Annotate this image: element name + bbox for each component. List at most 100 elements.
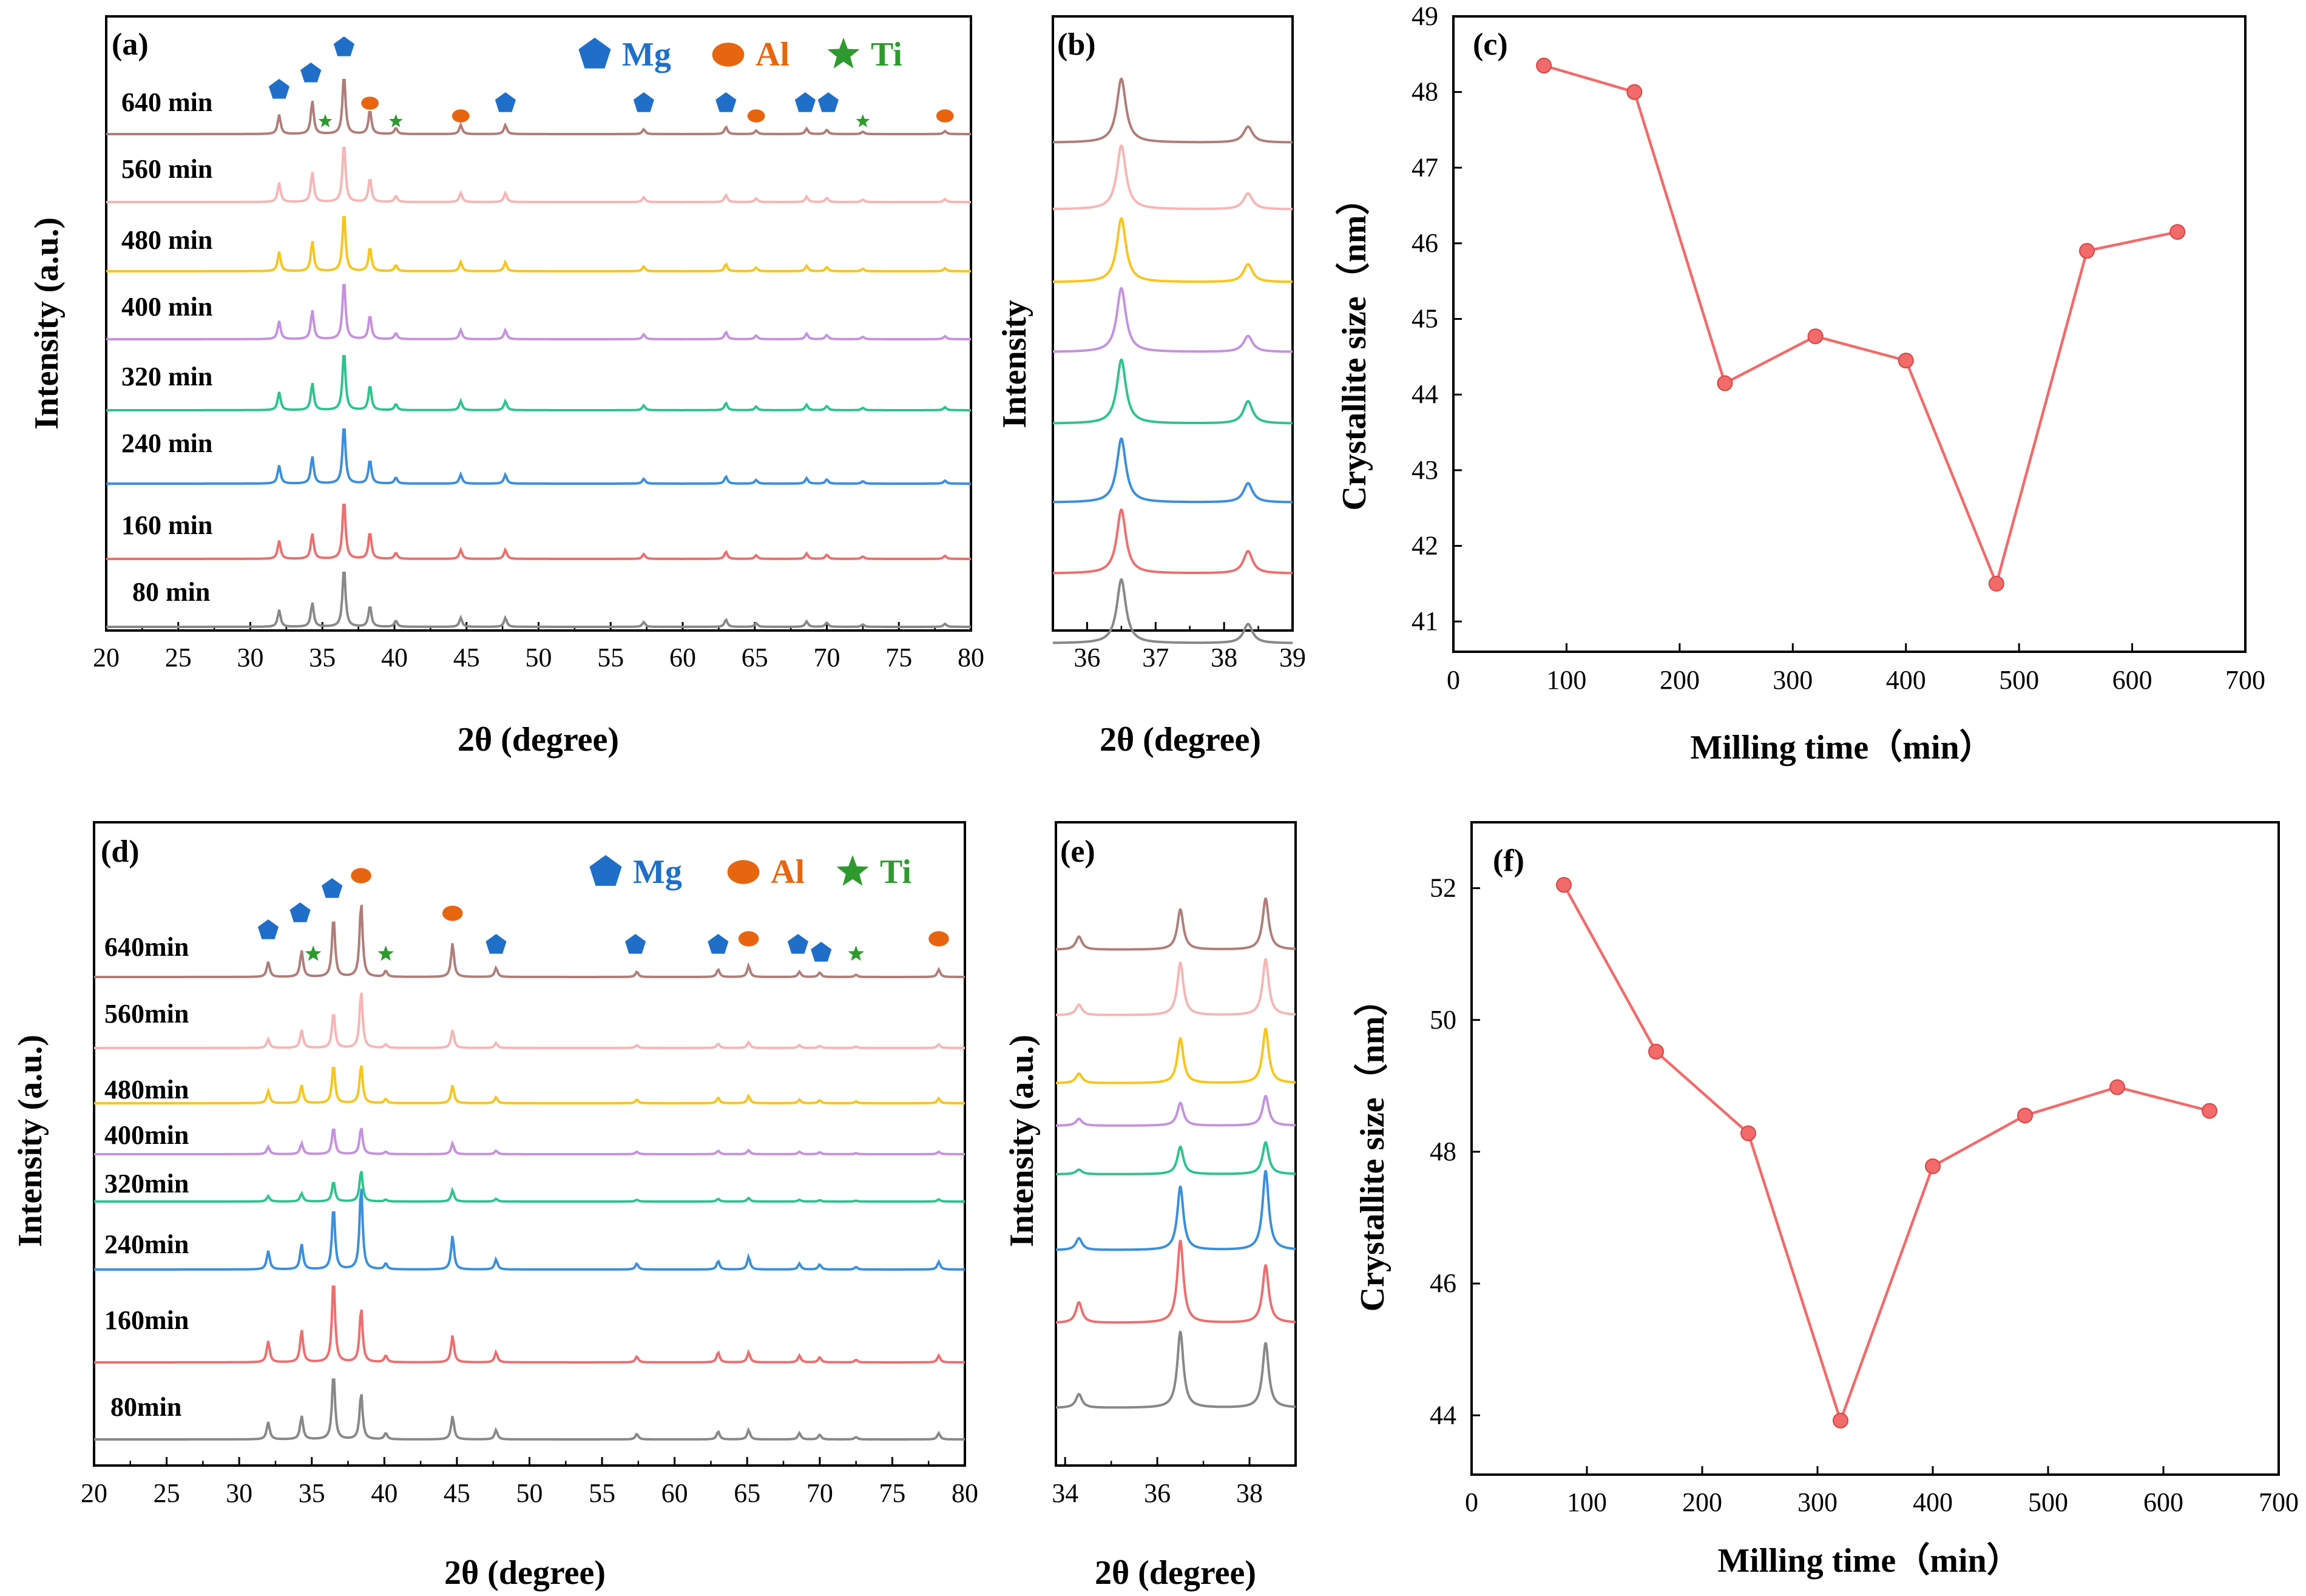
panel-b-series-2 — [1053, 437, 1293, 504]
legend-ti-marker — [836, 855, 869, 886]
mg-pentagon-marker — [794, 92, 816, 112]
panel-c-ylabel: Crystallite size（nm） — [1335, 181, 1373, 511]
panel-a-series-2 — [106, 428, 971, 485]
panel-d-series-label: 160min — [104, 1305, 189, 1335]
panel-a-series-label: 160 min — [121, 510, 212, 540]
panel-a-xtick-label: 65 — [742, 643, 768, 672]
legend-label: Mg — [633, 853, 682, 891]
panel-d-series-label: 480min — [104, 1075, 189, 1104]
panel-d-xtick-label: 60 — [661, 1478, 688, 1508]
panel-d-series-3 — [94, 1171, 965, 1203]
legend-al-marker — [727, 860, 760, 884]
panel-a-markers — [268, 36, 954, 127]
panel-f-xtick-label: 500 — [2028, 1487, 2068, 1517]
panel-e-series-3 — [1056, 1141, 1296, 1175]
panel-a-xtick-label: 60 — [669, 643, 696, 672]
panel-d-ylabel: Intensity (a.u.) — [12, 1035, 49, 1247]
panel-d-letter: (d) — [101, 834, 140, 869]
al-circle-marker — [928, 931, 949, 947]
panel-a-series-5 — [106, 215, 971, 272]
ti-star-marker — [305, 945, 322, 961]
panel-c-ytick-label: 43 — [1412, 455, 1438, 485]
panel-d-xtick-label: 50 — [516, 1478, 543, 1508]
mg-pentagon-marker — [817, 92, 839, 112]
panel-d-series-label: 640min — [104, 932, 189, 962]
panel-e: (e) 2θ (degree) Intensity (a.u.) 34 36 38 — [1003, 821, 1297, 1592]
al-circle-marker — [936, 109, 954, 123]
panel-a-xtick-label: 55 — [597, 643, 624, 672]
panel-e-series-1 — [1056, 1239, 1296, 1324]
panel-c-xlabel: Milling time（min） — [1690, 728, 1993, 766]
panel-d-xtick-label: 40 — [371, 1478, 397, 1508]
panel-d-series-7 — [94, 904, 965, 978]
panel-c-ytick-label: 45 — [1412, 304, 1438, 334]
panel-a-series-label: 320 min — [121, 362, 212, 391]
panel-a-series-label: 560 min — [121, 154, 212, 184]
panel-c-point — [1898, 353, 1914, 369]
panel-f-point — [1556, 877, 1572, 893]
al-circle-marker — [738, 931, 759, 947]
panel-a-legend: Mg Al Ti — [578, 36, 902, 73]
panel-f-point — [1925, 1158, 1941, 1174]
legend-label: Al — [756, 36, 790, 73]
al-circle-marker — [442, 905, 463, 921]
panel-f-line — [1563, 884, 2210, 1425]
panel-a-xtick-label: 35 — [309, 643, 336, 672]
panel-c-xtick-label: 700 — [2225, 665, 2265, 695]
panel-d-xtick-label: 30 — [226, 1478, 252, 1508]
panel-b-series-6 — [1053, 144, 1293, 211]
panel-f-xtick-label: 200 — [1682, 1487, 1722, 1517]
panel-f-ticks: 0 100 200 300 400 500 600 700 44 46 48 50 52 — [1430, 873, 2299, 1517]
panel-d-series-5 — [94, 1065, 965, 1104]
panel-a-letter: (a) — [112, 27, 149, 62]
mg-pentagon-marker — [625, 934, 646, 954]
panel-c-ytick-label: 47 — [1412, 152, 1438, 182]
panel-c-ytick-label: 42 — [1412, 531, 1438, 561]
panel-e-series-6 — [1056, 958, 1296, 1016]
panel-d-series-1 — [94, 1285, 965, 1364]
panel-a-xtick-label: 75 — [885, 643, 912, 672]
al-circle-marker — [747, 109, 765, 123]
panel-e-series-5 — [1056, 1027, 1296, 1084]
legend-label: Al — [771, 853, 805, 891]
panel-c-xtick-label: 500 — [1999, 665, 2039, 695]
legend-label: Ti — [871, 36, 902, 73]
mg-pentagon-marker — [811, 942, 832, 962]
panel-a-series-6 — [106, 146, 971, 203]
panel-a-series-3 — [106, 355, 971, 411]
panel-b-xtick-label: 39 — [1279, 643, 1306, 672]
ti-star-marker — [856, 114, 870, 127]
mg-pentagon-marker — [708, 934, 729, 954]
panel-f-ylabel: Crystallite size（nm） — [1353, 982, 1391, 1312]
panel-c-ytick-label: 46 — [1412, 228, 1438, 258]
panel-f-xtick-label: 0 — [1465, 1487, 1478, 1517]
panel-c-line — [1543, 64, 2178, 588]
mg-pentagon-marker — [715, 92, 737, 112]
panel-d-legend: Mg Al Ti — [589, 853, 911, 891]
panel-b-letter: (b) — [1057, 27, 1096, 62]
panel-a-ticks: 20 25 30 35 40 45 50 55 60 65 70 75 80 — [93, 622, 984, 672]
panel-a-xtick-label: 30 — [237, 643, 264, 672]
panel-c-xtick-label: 600 — [2112, 665, 2152, 695]
panel-e-frame — [1055, 821, 1297, 1467]
panel-d-series-label: 240min — [104, 1229, 189, 1259]
mg-pentagon-marker — [787, 934, 809, 954]
panel-f-ytick-label: 46 — [1430, 1268, 1456, 1298]
panel-c-ytick-label: 48 — [1412, 77, 1438, 107]
panel-e-ticks: 34 36 38 — [1052, 1457, 1263, 1508]
panel-b-series — [1053, 77, 1293, 644]
panel-c-ticks: 0 100 200 300 400 500 600 700 41 42 43 44 45 46 47 48 49 — [1412, 1, 2265, 695]
panel-b-xlabel: 2θ (degree) — [1100, 721, 1261, 759]
panel-c-xtick-label: 400 — [1886, 665, 1926, 695]
panel-c-point — [2079, 243, 2095, 259]
panel-a-xtick-label: 20 — [93, 643, 120, 672]
panel-a-series-7 — [106, 78, 971, 135]
panel-d-series-label: 560min — [104, 999, 189, 1029]
panel-e-series-0 — [1056, 1330, 1296, 1409]
panel-a-series-label: 240 min — [121, 428, 212, 458]
panel-b: (b) 2θ (degree) Intensity 36 37 38 39 — [996, 15, 1306, 759]
mg-pentagon-marker — [268, 79, 290, 99]
panel-f-point — [2202, 1103, 2217, 1119]
mg-pentagon-marker — [495, 92, 516, 112]
panel-f-xtick-label: 700 — [2259, 1487, 2299, 1517]
